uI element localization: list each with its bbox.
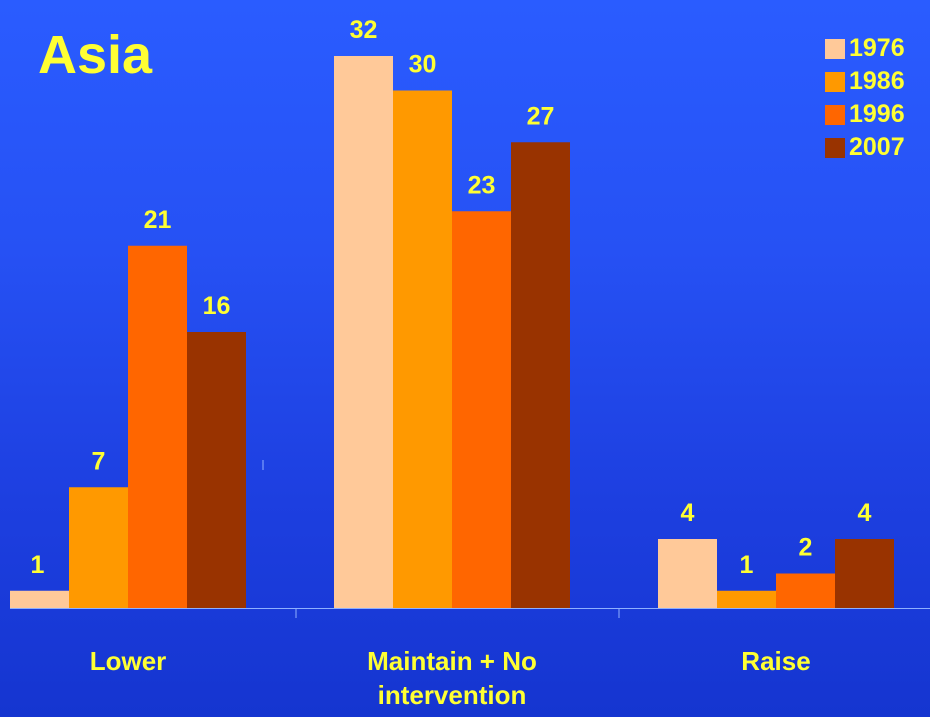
- data-labels-layer: 1 7 21 16 32 30 23 27 4 1 2 4: [31, 16, 872, 579]
- data-label-1976-1: 1: [31, 551, 45, 579]
- data-label-1976-2: 32: [350, 16, 378, 44]
- data-label-1986-3: 1: [740, 551, 754, 579]
- bar-1986-2: [393, 90, 452, 608]
- legend-label-1986: 1986: [849, 67, 905, 95]
- data-label-1996-3: 2: [799, 534, 813, 562]
- data-label-1986-2: 30: [409, 51, 437, 79]
- legend-swatch-2007: [825, 137, 845, 158]
- bar-2007-2: [511, 142, 570, 608]
- legend-label-1996: 1996: [849, 100, 905, 128]
- category-label-1: Lower: [90, 646, 167, 676]
- bars-layer: [10, 56, 894, 608]
- legend-item-2007: 2007: [825, 131, 905, 164]
- category-label-3: Raise: [741, 646, 810, 676]
- legend-item-1996: 1996: [825, 98, 905, 131]
- axis-layer: [10, 460, 930, 618]
- legend-swatch-1996: [825, 104, 845, 125]
- bar-1976-2: [334, 56, 393, 608]
- data-label-1996-2: 23: [468, 171, 496, 199]
- bar-1976-1: [10, 590, 69, 608]
- legend-label-1976: 1976: [849, 34, 905, 62]
- bar-1996-1: [128, 245, 187, 608]
- category-label-2: Maintain + No intervention: [367, 646, 537, 710]
- bar-2007-3: [835, 539, 894, 608]
- chart-title: Asia: [38, 25, 153, 85]
- data-label-2007-3: 4: [858, 499, 872, 527]
- data-label-2007-1: 16: [203, 292, 231, 320]
- bar-2007-1: [187, 332, 246, 608]
- legend-swatch-1976: [825, 38, 845, 59]
- data-label-1986-1: 7: [92, 447, 106, 475]
- legend: 1976 1986 1996 2007: [825, 32, 905, 164]
- bar-1976-3: [658, 539, 717, 608]
- legend-item-1976: 1976: [825, 32, 905, 65]
- data-label-2007-2: 27: [527, 102, 555, 130]
- bar-1996-2: [452, 211, 511, 608]
- legend-label-2007: 2007: [849, 133, 905, 161]
- bar-1986-3: [717, 590, 776, 608]
- data-label-1976-3: 4: [681, 499, 695, 527]
- data-label-1996-1: 21: [144, 206, 172, 234]
- legend-item-1986: 1986: [825, 65, 905, 98]
- bar-1996-3: [776, 573, 835, 608]
- bar-1986-1: [69, 487, 128, 608]
- category-labels-layer: Lower Maintain + No intervention Raise: [90, 646, 811, 710]
- legend-swatch-1986: [825, 71, 845, 92]
